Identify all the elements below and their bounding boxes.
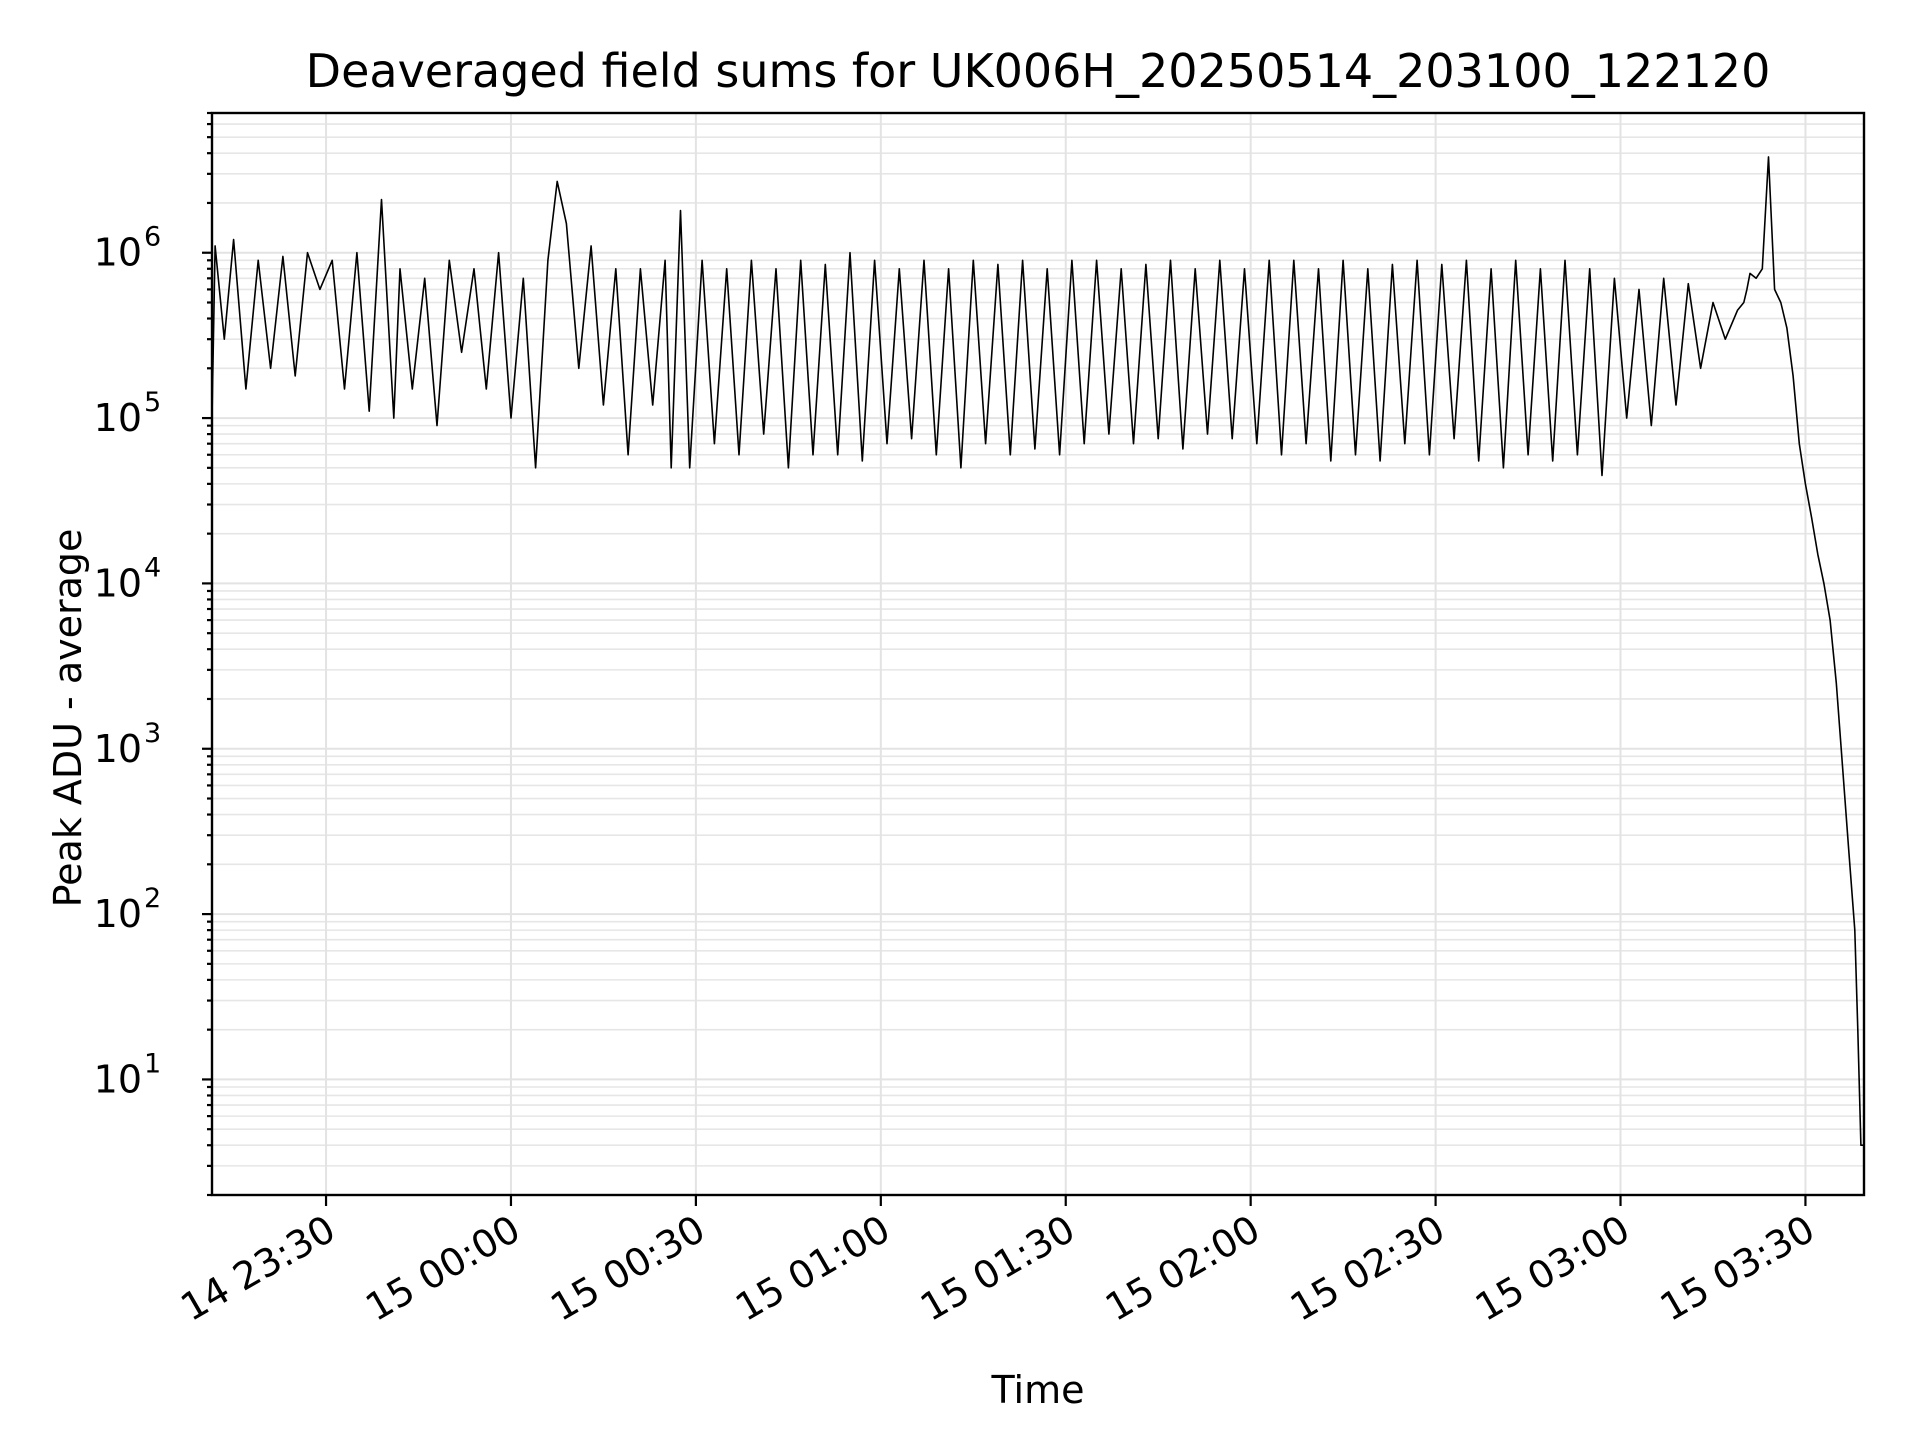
y-tick-label: 10 [94, 892, 142, 936]
y-axis-title: Peak ADU - average [46, 529, 90, 908]
y-tick-label: 10 [94, 396, 142, 440]
chart-title: Deaveraged field sums for UK006H_2025051… [306, 44, 1771, 98]
x-tick-label: 15 00:00 [358, 1207, 527, 1330]
y-tick-exponent: 3 [144, 718, 161, 749]
x-tick-label: 15 03:00 [1468, 1207, 1637, 1330]
x-tick-label: 15 03:30 [1653, 1207, 1822, 1330]
x-tick-label: 15 01:30 [913, 1207, 1082, 1330]
x-axis: 14 23:30 15 00:00 15 00:30 15 01:00 15 01:30… [173, 1195, 1822, 1330]
y-tick-label: 10 [94, 727, 142, 771]
y-tick-exponent: 4 [144, 552, 161, 583]
y-tick-label: 10 [94, 231, 142, 275]
x-tick-label: 15 02:00 [1098, 1207, 1267, 1330]
y-tick-exponent: 2 [144, 883, 161, 914]
x-tick-label: 15 01:00 [728, 1207, 897, 1330]
x-axis-title: Time [991, 1368, 1085, 1412]
grid [212, 112, 1864, 1196]
x-tick-label: 15 00:30 [543, 1207, 712, 1330]
series-line [211, 156, 1864, 1146]
series-layer [211, 156, 1864, 1146]
y-tick-label: 10 [94, 1057, 142, 1101]
plot-frame [210, 111, 1866, 1197]
y-tick-exponent: 6 [144, 222, 161, 253]
x-tick-label: 15 02:30 [1283, 1207, 1452, 1330]
x-tick-label: 14 23:30 [173, 1207, 342, 1330]
y-tick-exponent: 1 [144, 1048, 161, 1079]
y-tick-label: 10 [94, 561, 142, 605]
y-tick-exponent: 5 [144, 387, 161, 418]
